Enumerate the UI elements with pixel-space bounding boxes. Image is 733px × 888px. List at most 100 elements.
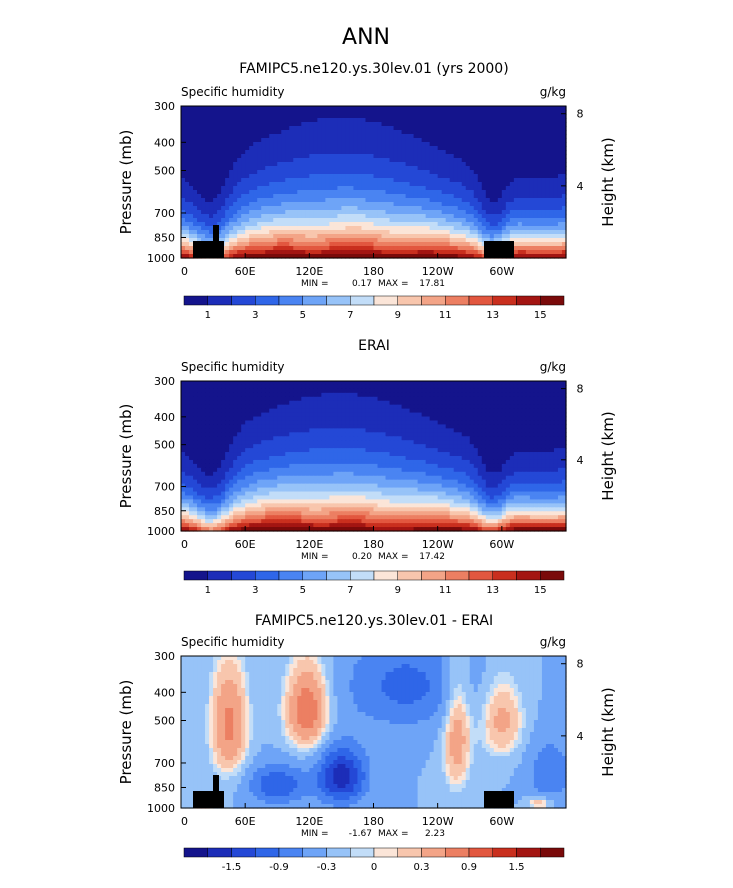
field-cell <box>529 126 535 131</box>
field-cell <box>321 404 326 410</box>
field-cell <box>553 250 559 255</box>
field-cell <box>201 114 206 119</box>
field-cell <box>217 178 222 183</box>
field-cell <box>289 198 294 203</box>
field-cell <box>185 138 190 143</box>
field-cell <box>489 202 495 207</box>
field-cell <box>293 230 298 235</box>
field-cell <box>509 170 515 175</box>
field-cell <box>529 114 535 119</box>
field-cell <box>533 218 539 223</box>
field-cell <box>217 424 222 429</box>
field-cell <box>525 198 531 203</box>
field-cell <box>437 218 443 223</box>
field-cell <box>397 226 403 231</box>
field-cell <box>253 122 258 127</box>
field-cell <box>309 234 314 239</box>
field-cell <box>385 162 391 167</box>
field-cell <box>397 230 403 235</box>
field-cell <box>525 190 531 195</box>
field-cell <box>425 408 431 414</box>
field-cell <box>345 210 351 215</box>
field-cell <box>249 162 254 167</box>
field-cell <box>557 150 563 155</box>
field-cell <box>525 392 531 398</box>
field-cell <box>429 166 435 171</box>
field-cell <box>181 158 186 163</box>
field-cell <box>261 396 266 402</box>
field-cell <box>553 154 559 159</box>
field-cell <box>425 234 431 239</box>
field-cell <box>261 218 266 223</box>
field-cell <box>481 222 487 227</box>
field-cell <box>401 400 407 406</box>
field-cell <box>501 186 507 191</box>
field-cell <box>229 424 234 429</box>
field-cell <box>381 420 387 426</box>
field-cell <box>217 206 222 211</box>
field-cell <box>277 218 282 223</box>
field-cell <box>229 254 234 259</box>
field-cell <box>489 420 495 426</box>
field-cell <box>457 122 463 127</box>
field-cell <box>253 202 258 207</box>
field-cell <box>273 242 278 247</box>
field-cell <box>293 190 298 195</box>
field-cell <box>429 182 435 187</box>
field-cell <box>365 412 371 418</box>
field-cell <box>513 134 519 139</box>
field-cell <box>249 420 254 426</box>
field-cell <box>337 210 343 215</box>
field-cell <box>321 122 326 127</box>
field-cell <box>313 396 318 402</box>
field-cell <box>253 138 258 143</box>
field-cell <box>405 206 411 211</box>
field-cell <box>441 381 447 386</box>
field-cell <box>293 254 298 259</box>
field-cell <box>401 384 407 390</box>
field-cell <box>469 142 475 147</box>
field-cell <box>269 174 274 179</box>
field-cell <box>381 388 387 394</box>
field-cell <box>365 114 371 119</box>
field-cell <box>385 420 391 426</box>
field-cell <box>549 186 555 191</box>
field-cell <box>561 134 567 139</box>
field-cell <box>441 178 447 183</box>
field-cell <box>401 182 407 187</box>
field-cell <box>405 381 411 386</box>
field-cell <box>345 126 351 131</box>
field-cell <box>521 190 527 195</box>
field-cell <box>409 222 415 227</box>
field-cell <box>257 408 262 414</box>
field-cell <box>413 174 419 179</box>
field-cell <box>277 230 282 235</box>
field-cell <box>305 142 310 147</box>
field-cell <box>433 150 439 155</box>
field-cell <box>253 118 258 123</box>
field-cell <box>505 424 511 429</box>
field-cell <box>381 122 387 127</box>
field-cell <box>369 198 375 203</box>
field-cell <box>193 234 198 239</box>
field-cell <box>425 190 431 195</box>
field-cell <box>297 106 302 111</box>
field-cell <box>369 110 375 115</box>
field-cell <box>477 190 483 195</box>
field-cell <box>505 182 511 187</box>
field-cell <box>209 122 214 127</box>
field-cell <box>273 214 278 219</box>
field-cell <box>501 126 507 131</box>
field-cell <box>541 428 547 433</box>
field-cell <box>261 242 266 247</box>
field-cell <box>549 206 555 211</box>
field-cell <box>345 130 351 135</box>
field-cell <box>477 142 483 147</box>
field-cell <box>393 404 399 410</box>
field-cell <box>477 384 483 390</box>
field-cell <box>333 246 339 251</box>
field-cell <box>429 158 435 163</box>
field-cell <box>337 130 343 135</box>
field-cell <box>369 154 375 159</box>
field-cell <box>397 150 403 155</box>
